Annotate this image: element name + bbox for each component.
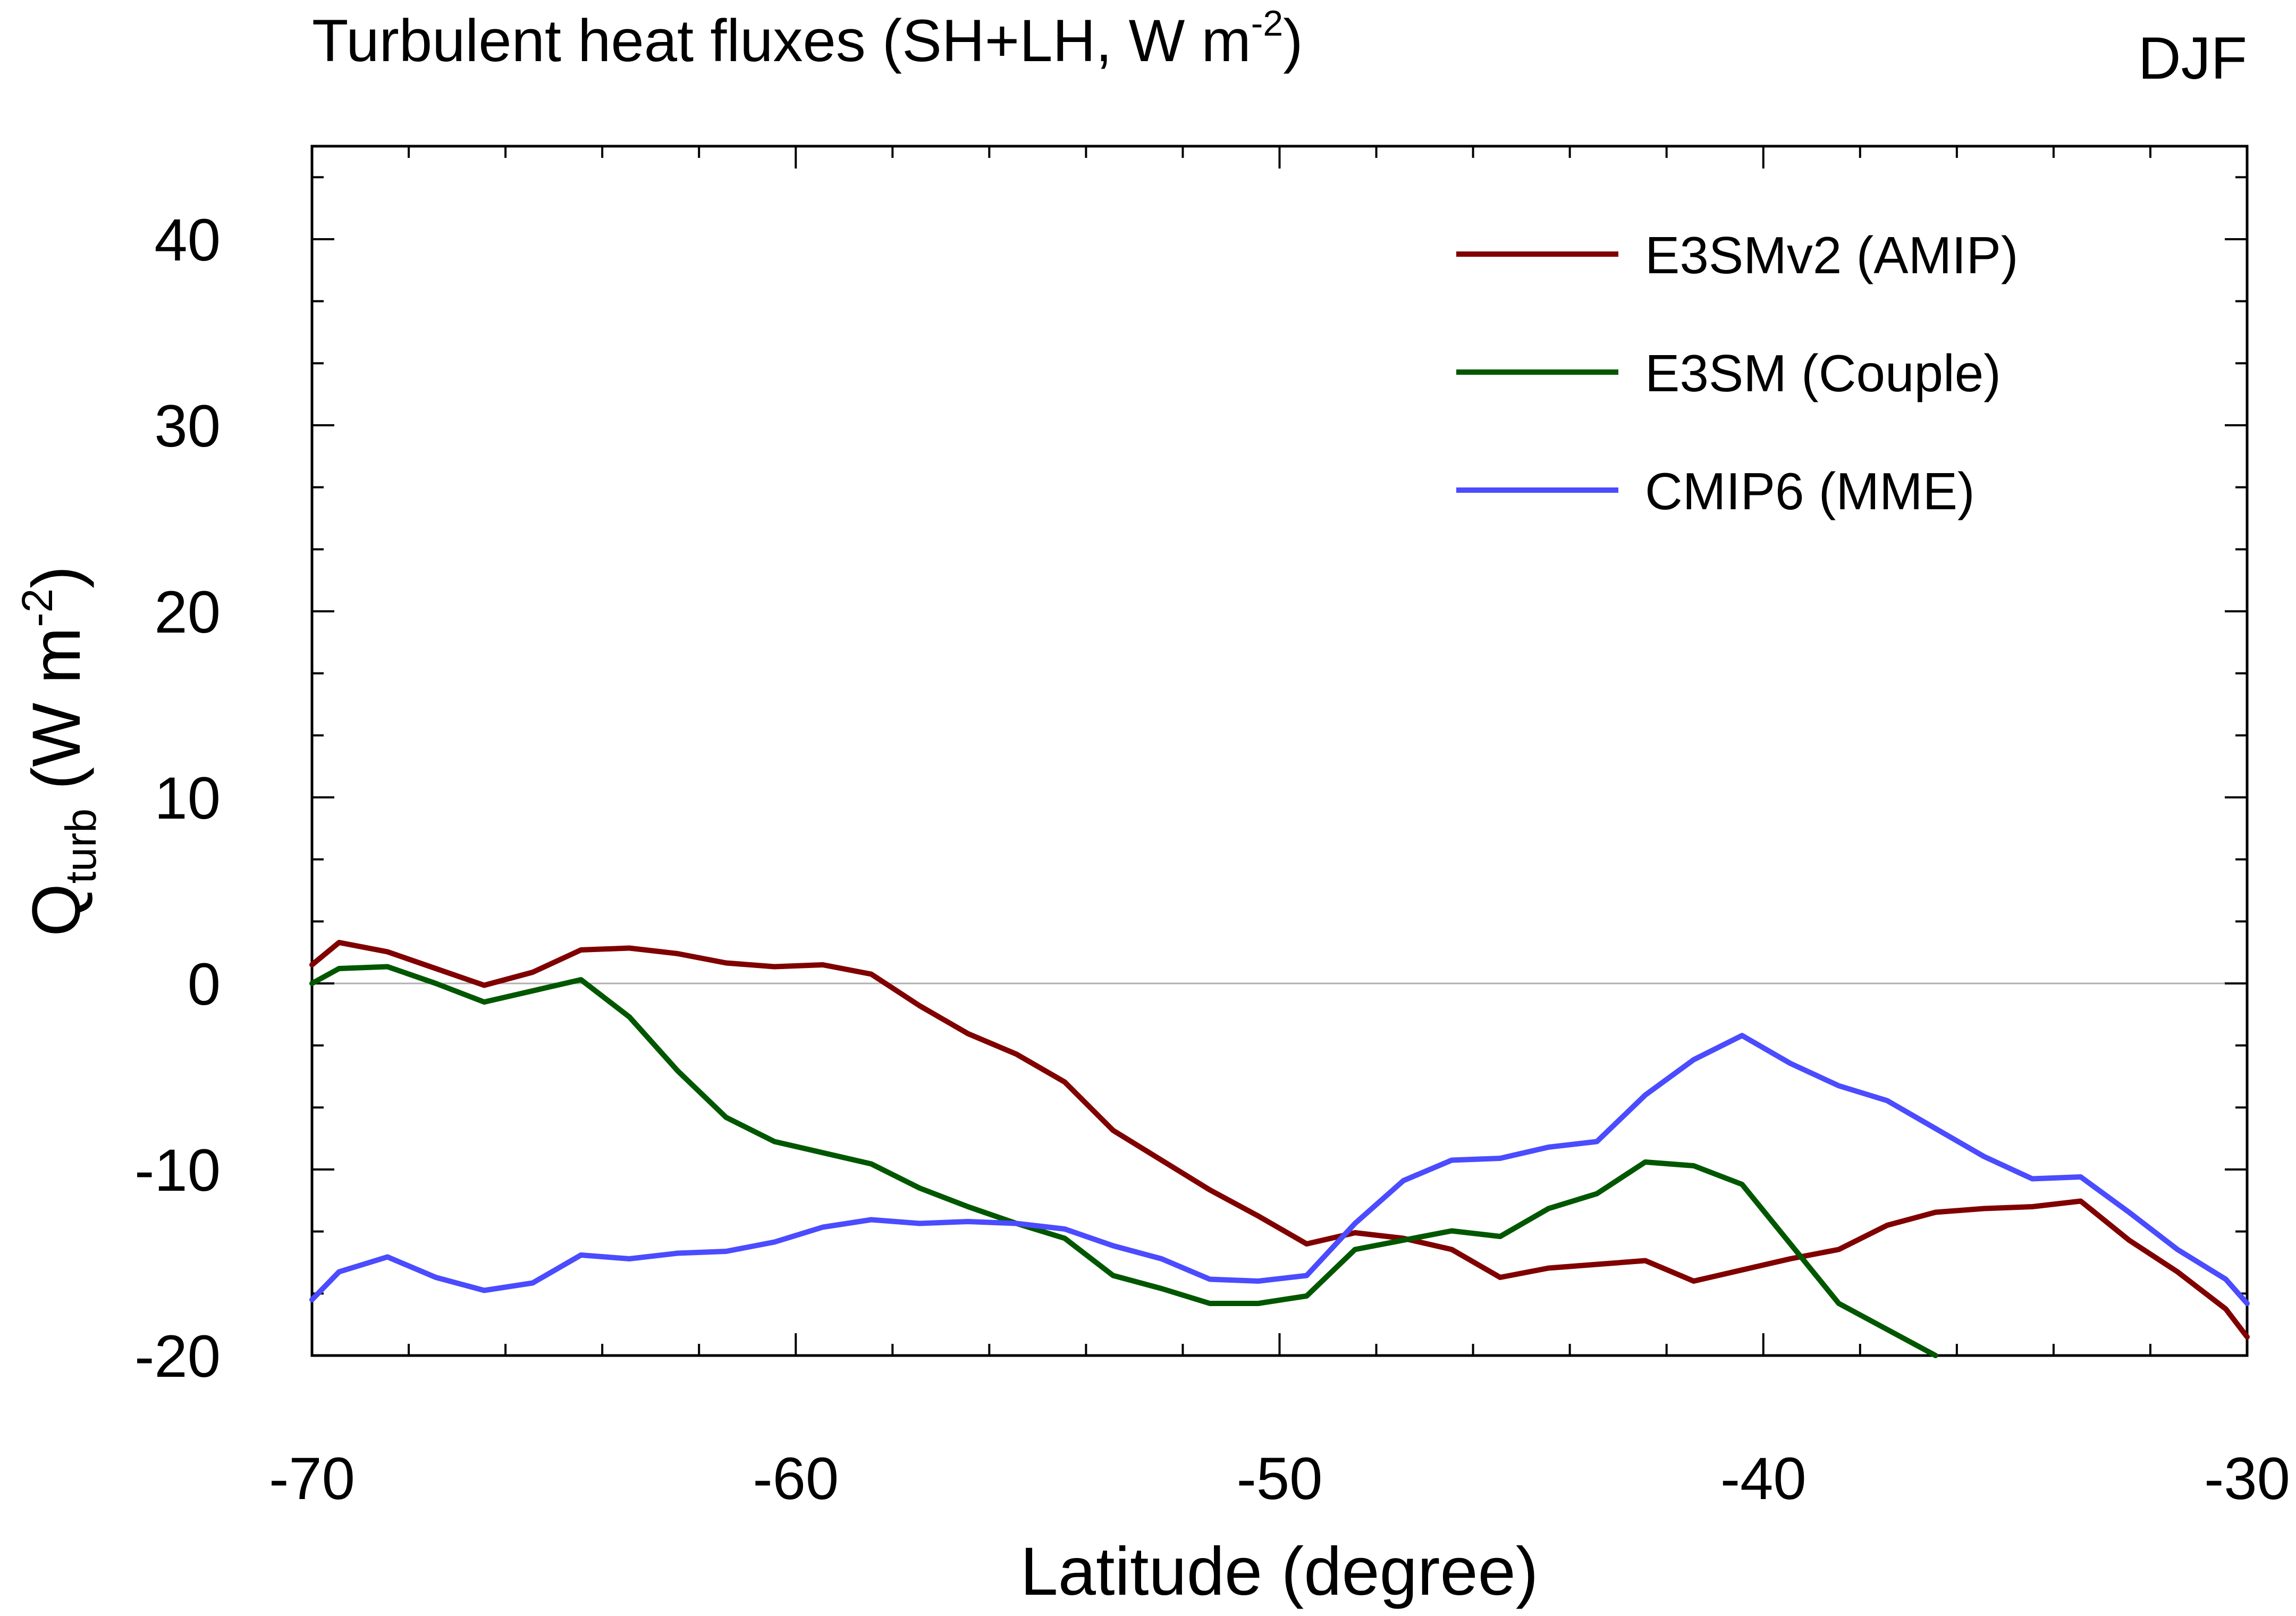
y-tick-label: -20 <box>134 1323 221 1390</box>
y-tick-label: 40 <box>154 207 221 273</box>
series-lines <box>309 940 2250 1358</box>
x-axis-label: Latitude (degree) <box>1020 1534 1539 1610</box>
y-axis-label: Qturb (W m-2) <box>13 566 105 937</box>
legend: E3SMv2 (AMIP) E3SM (Couple) CMIP6 (MME) <box>1456 226 2018 520</box>
legend-label: CMIP6 (MME) <box>1645 462 1975 520</box>
series-line-3 <box>309 1033 2250 1306</box>
plot-frame <box>310 145 2249 1357</box>
y-tick-label: 0 <box>188 951 221 1017</box>
season-label: DJF <box>2138 25 2247 91</box>
chart-title: Turbulent heat fluxes (SH+LH, W m-2) <box>312 3 1303 74</box>
x-tick-label: -50 <box>1237 1445 1323 1512</box>
y-tick-label: -10 <box>134 1137 221 1203</box>
y-tick-label: 20 <box>154 579 221 645</box>
y-tick-label: 10 <box>154 765 221 831</box>
x-tick-label: -40 <box>1720 1445 1807 1512</box>
y-tick-label: 30 <box>154 393 221 459</box>
legend-label: E3SMv2 (AMIP) <box>1645 226 2018 284</box>
legend-label: E3SM (Couple) <box>1645 344 2001 402</box>
axis-tick-labels: -70 -60 -50 -40 -30 -20 -10 0 10 20 30 40 <box>134 207 2290 1512</box>
x-tick-label: -70 <box>269 1445 355 1512</box>
x-tick-label: -30 <box>2204 1445 2290 1512</box>
x-tick-label: -60 <box>753 1445 839 1512</box>
series-line-1 <box>309 940 2250 1340</box>
axis-ticks <box>311 146 2248 1357</box>
series-line-2 <box>309 964 1938 1358</box>
